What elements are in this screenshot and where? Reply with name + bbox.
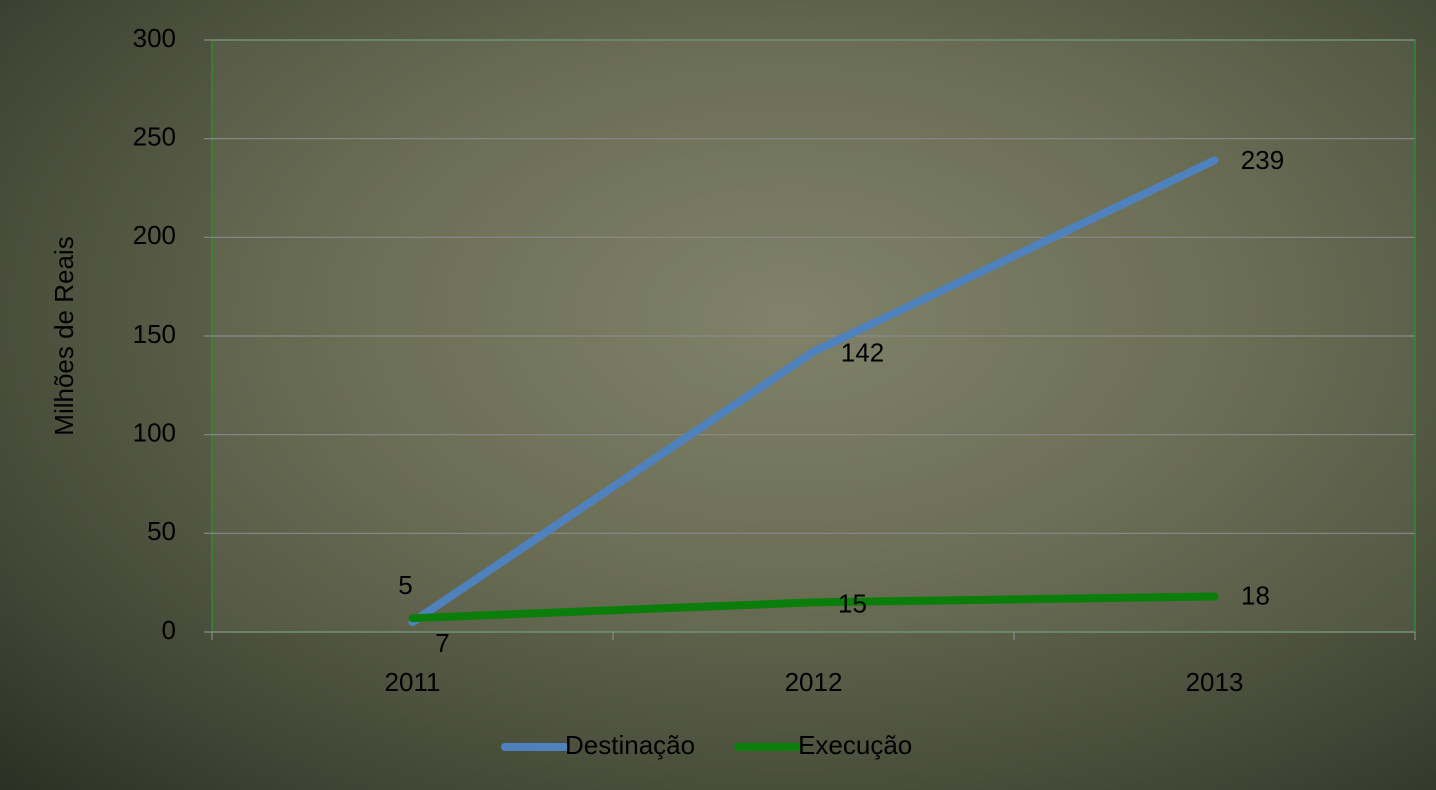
page: {"chart_data": {"type": "line", "y_label… [0, 0, 1436, 790]
y-axis-title: Milhões de Reais [49, 236, 79, 435]
x-tick-label: 2013 [1186, 667, 1244, 697]
y-tick-label: 50 [147, 516, 176, 546]
legend-label: Execução [798, 730, 912, 760]
data-label: 142 [841, 338, 884, 368]
y-tick-label: 0 [162, 615, 176, 645]
data-label: 239 [1241, 145, 1284, 175]
y-tick-label: 100 [133, 418, 176, 448]
y-tick-label: 300 [133, 23, 176, 53]
x-tick-label: 2012 [785, 667, 843, 697]
y-tick-label: 200 [133, 220, 176, 250]
x-tick-label: 2011 [385, 667, 441, 697]
chart: Milhões de Reais 0 50 100 150 200 250 300 2011 2… [0, 0, 1436, 790]
legend-label: Destinação [565, 730, 695, 760]
data-label: 7 [435, 628, 449, 658]
data-label: 18 [1241, 580, 1270, 610]
data-label: 5 [398, 570, 412, 600]
data-label: 15 [838, 588, 867, 618]
y-tick-label: 250 [133, 122, 176, 152]
y-tick-label: 150 [133, 319, 176, 349]
